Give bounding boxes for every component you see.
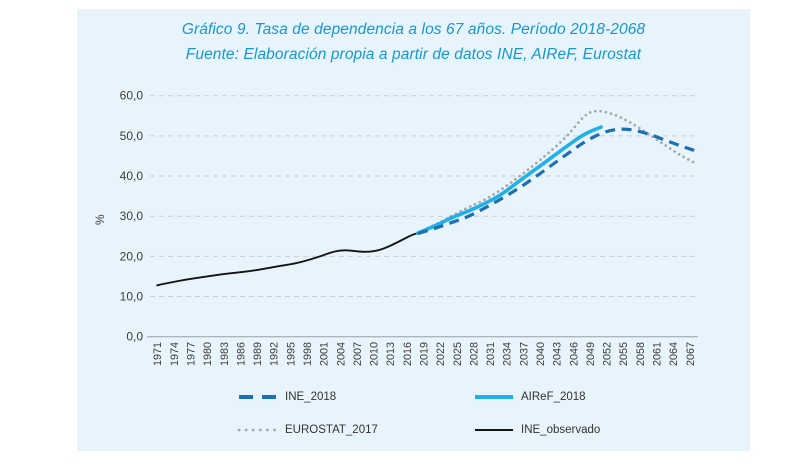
gridlines [147,95,698,338]
x-tick-label: 2040 [535,342,547,366]
x-tick-label: 2052 [602,342,614,366]
series-AIReF_2018 [416,125,603,235]
legend-label: AIReF_2018 [521,391,586,403]
x-tick-label: 1992 [269,342,281,366]
y-tick-label: 10,0 [120,290,144,304]
x-tick-label: 2022 [435,342,447,366]
legend-label: INE_observado [521,424,601,436]
legend-sample-dotted-line [237,428,279,432]
x-tick-label: 2046 [568,342,580,366]
x-tick-label: 1977 [185,342,197,366]
legend-sample-dashed-line [239,395,277,399]
x-tick-label: 2058 [635,342,647,366]
y-tick-label: 0,0 [126,330,143,344]
x-tick-label: 2034 [502,342,514,366]
x-tick-label: 1995 [285,342,297,366]
y-tick-label: 30,0 [120,209,144,223]
x-tick-label: 1989 [252,342,264,366]
x-tick-label: 2016 [402,342,414,366]
legend-item-INE_observado: INE_observado [473,424,600,436]
x-tick-label: 2037 [518,342,530,366]
x-tick-label: 2055 [618,342,630,366]
x-tick-label: 1983 [219,342,231,366]
legend-sample-solid-line [475,395,513,399]
x-tick-label: 1971 [152,342,164,366]
x-tick-label: 2013 [385,342,397,366]
legend-label: INE_2018 [285,391,337,403]
x-tick-label: 2064 [668,342,680,366]
x-tick-label: 1986 [235,342,247,366]
x-tick-label: 2004 [335,342,347,366]
x-tick-label: 1980 [202,342,214,366]
series-EUROSTAT_2017 [416,109,697,235]
y-tick-label: 60,0 [120,89,144,103]
x-tick-label: 2028 [468,342,480,366]
x-tick-label: 2031 [485,342,497,366]
y-tick-label: 20,0 [120,249,144,263]
x-tick-label: 2010 [369,342,381,366]
legend-item-AIReF_2018: AIReF_2018 [473,391,586,403]
legend-item-INE_2018: INE_2018 [237,391,336,403]
chart-panel [77,9,750,451]
y-tick-label: 40,0 [120,169,144,183]
x-tick-label: 2043 [552,342,564,366]
x-tick-label: 2049 [585,342,597,366]
x-tick-label: 2007 [352,342,364,366]
legend-sample-solid-line [475,429,513,431]
series-INE_observado [156,232,419,287]
x-tick-label: 2061 [652,342,664,366]
y-tick-label: 50,0 [120,129,144,143]
series-INE_2018 [417,127,696,236]
x-tick-label: 2067 [685,342,697,366]
x-tick-label: 1998 [302,342,314,366]
x-tick-label: 1974 [169,342,181,366]
chart-title: Gráfico 9. Tasa de dependencia a los 67 … [181,21,646,38]
x-axis-ticks: 1971 1974 1977 1980 1983 1986 1989 1992 1995 1998… [152,342,697,366]
x-tick-label: 2019 [419,342,431,366]
chart-subtitle: Fuente: Elaboración propia a partir de d… [185,46,642,63]
legend-label: EUROSTAT_2017 [285,424,378,436]
x-tick-label: 2001 [319,342,331,366]
legend-item-EUROSTAT_2017: EUROSTAT_2017 [237,424,378,436]
y-axis-ticks: 0,0 10,0 20,0 30,0 40,0 50,0 60,0 [120,89,144,344]
x-tick-label: 2025 [452,342,464,366]
